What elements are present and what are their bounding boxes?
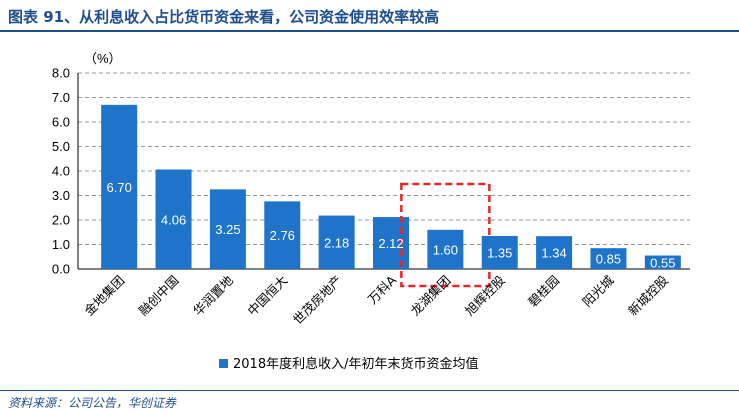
legend-swatch: [219, 359, 228, 368]
source-divider: [0, 390, 739, 391]
data-label: 1.60: [433, 242, 458, 257]
category-label: 中国恒大: [244, 273, 290, 319]
category-labels: 金地集团 融创中国 华润置地 中国恒大 世茂房地产 万科A 龙湖集团 旭辉控股 碧桂园 阳光城 新城…: [81, 272, 671, 327]
data-label: 1.35: [487, 245, 512, 260]
bar: [644, 255, 681, 269]
legend: 2018年度利息收入/年初年末货币资金均值: [219, 356, 478, 372]
y-tick-label: 3.0: [52, 188, 70, 203]
bar: [264, 201, 301, 269]
category-label: 世茂房地产: [290, 273, 345, 328]
data-label: 0.55: [650, 255, 675, 270]
bar: [481, 235, 518, 269]
category-label: 碧桂园: [525, 273, 562, 310]
category-label: 万科A: [365, 272, 400, 307]
bar: [590, 248, 627, 269]
category-label: 阳光城: [579, 272, 616, 309]
y-axis: 0.0 1.0 2.0 3.0 4.0 5.0 6.0 7.0 8.0 （%）: [52, 51, 690, 277]
category-label: 龙湖集团: [408, 273, 454, 319]
data-label: 4.06: [161, 212, 186, 227]
bar: [101, 104, 138, 269]
highlight-box: [400, 182, 491, 288]
data-label: 3.25: [215, 222, 240, 237]
y-tick-label: 7.0: [52, 90, 70, 105]
category-label: 新城控股: [625, 272, 671, 318]
y-tick-label: 0.0: [52, 262, 70, 277]
bar: [373, 217, 409, 269]
category-label: 华润置地: [190, 272, 236, 318]
y-tick-label: 4.0: [52, 164, 70, 179]
data-label: 6.70: [107, 180, 132, 195]
bar: [427, 229, 464, 269]
bar: [209, 189, 246, 269]
bars: [101, 104, 681, 288]
y-tick-label: 5.0: [52, 139, 70, 154]
data-label: 2.18: [324, 235, 349, 250]
source-note: 资料来源：公司公告，华创证券: [8, 396, 177, 410]
y-unit-label: （%）: [84, 51, 122, 66]
bar: [318, 215, 355, 269]
y-tick-label: 1.0: [52, 237, 70, 252]
category-label: 融创中国: [136, 273, 182, 319]
category-label: 旭辉控股: [462, 272, 508, 318]
data-label: 2.76: [270, 228, 295, 243]
y-tick-label: 6.0: [52, 115, 70, 130]
data-label: 2.12: [378, 236, 403, 251]
bar: [155, 169, 192, 269]
title-bar: 图表 91、从利息收入占比货币资金来看，公司资金使用效率较高: [0, 0, 739, 32]
y-tick-label: 8.0: [52, 66, 70, 81]
chart-title: 图表 91、从利息收入占比货币资金来看，公司资金使用效率较高: [8, 8, 440, 26]
category-label: 金地集团: [81, 273, 127, 319]
data-label: 0.85: [596, 252, 621, 267]
legend-label: 2018年度利息收入/年初年末货币资金均值: [233, 356, 478, 372]
y-tick-label: 2.0: [52, 213, 70, 228]
data-labels: 6.70 4.06 3.25 2.76 2.18 2.12 1.60 1.35 1.34 0.85…: [107, 180, 676, 270]
data-label: 1.34: [541, 246, 566, 261]
bar: [536, 236, 573, 269]
